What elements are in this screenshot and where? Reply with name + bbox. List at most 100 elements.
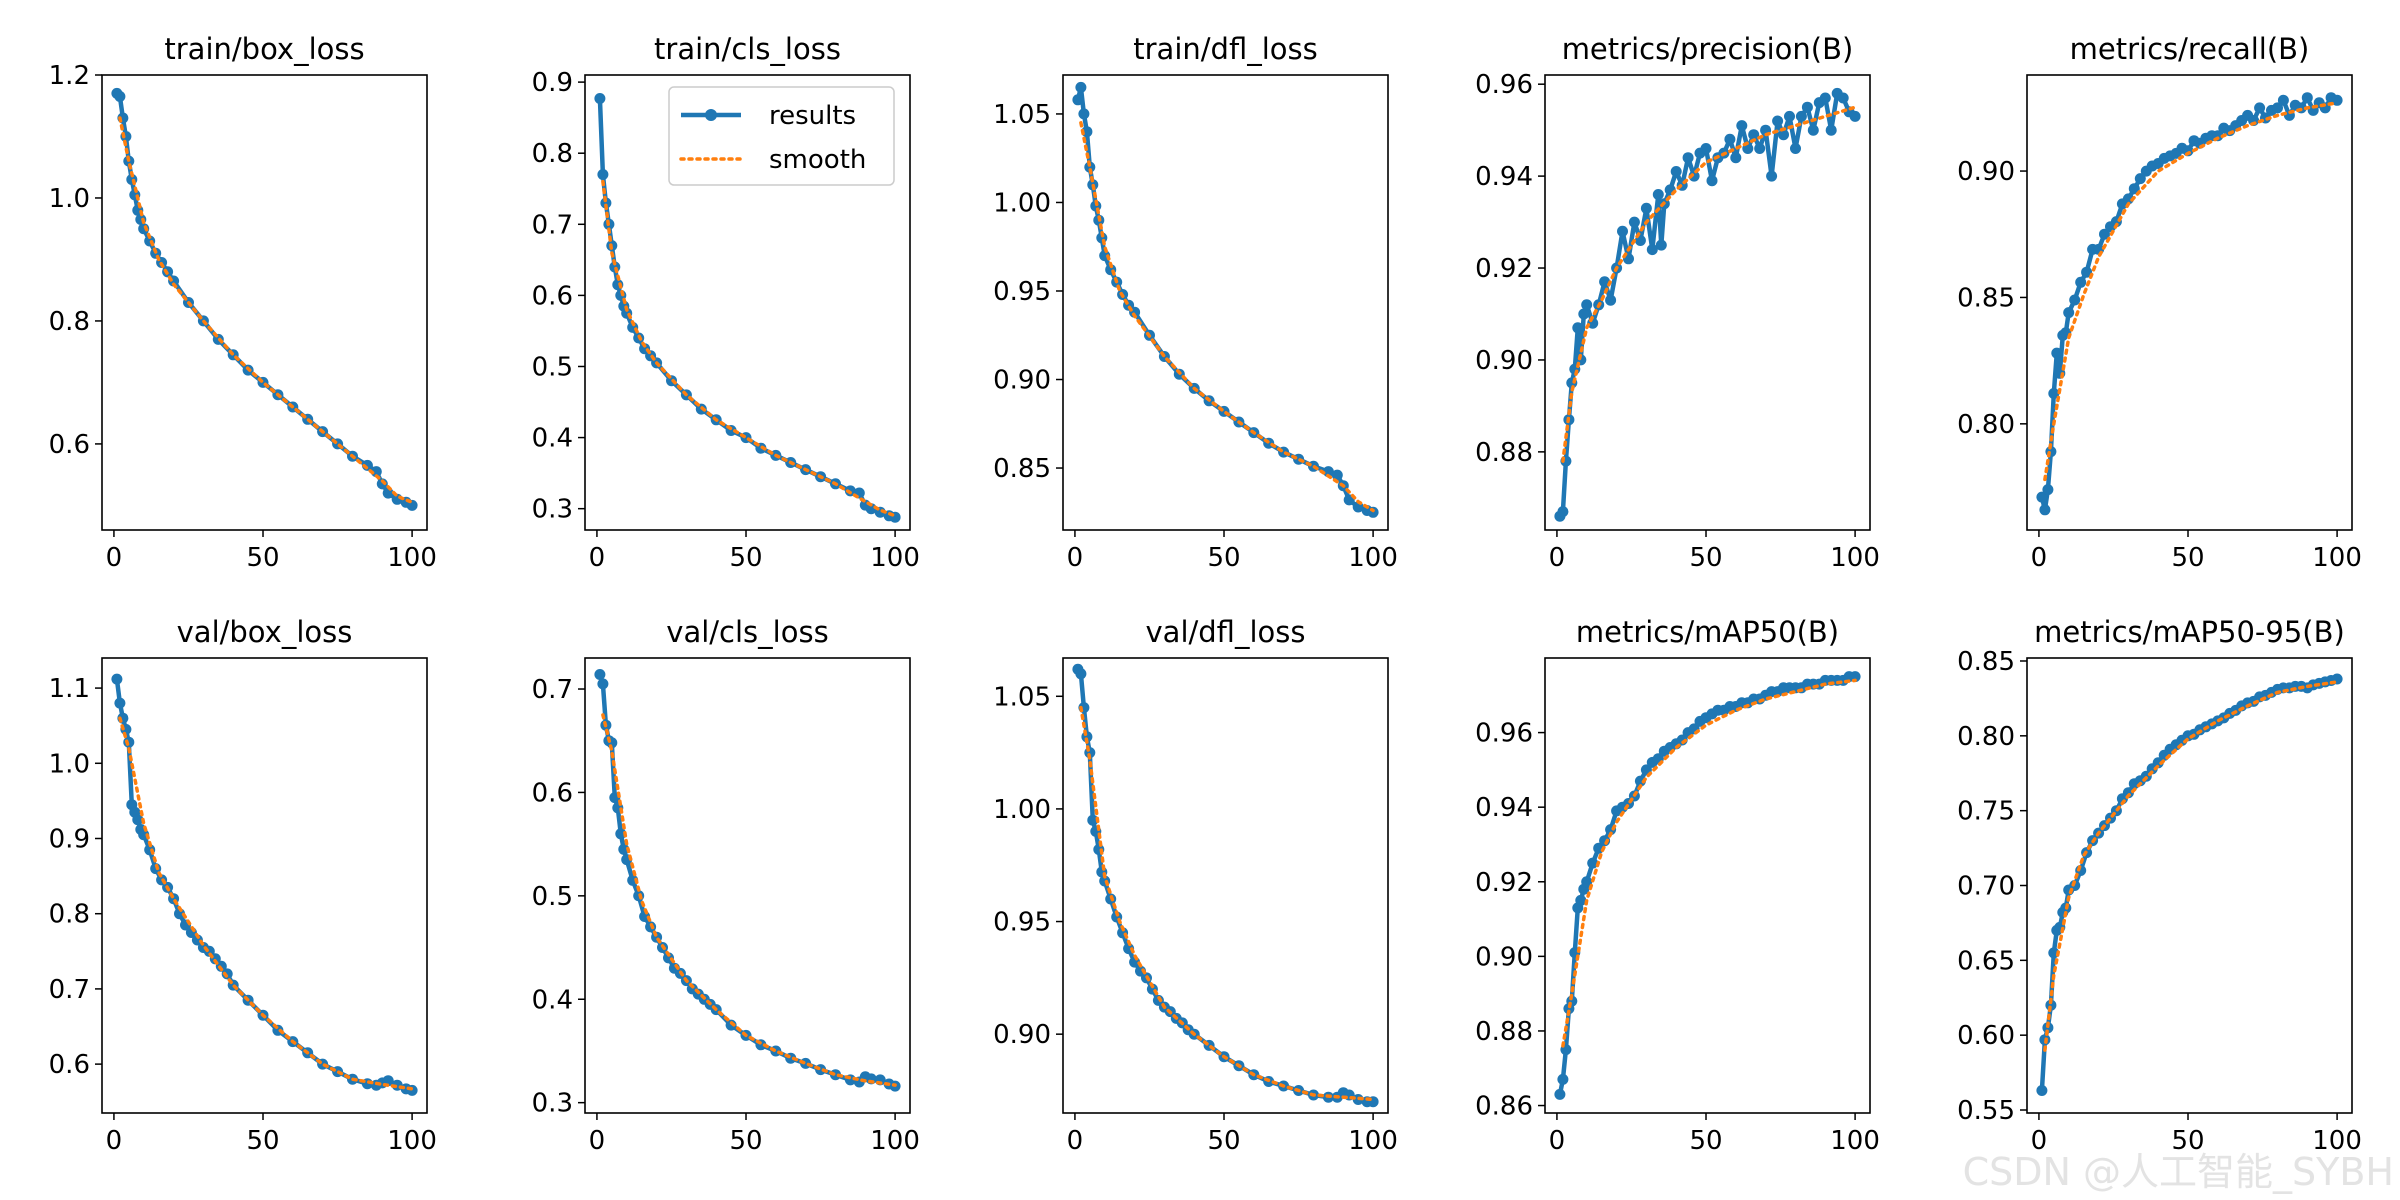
y-tick-label: 1.0 <box>49 749 90 779</box>
results-point <box>114 91 126 102</box>
y-tick-label: 0.5 <box>532 882 573 912</box>
x-tick-label: 0 <box>2031 1126 2048 1156</box>
results-point <box>1754 143 1766 154</box>
x-tick-label: 100 <box>387 543 437 573</box>
results-point <box>1655 239 1667 251</box>
y-tick-label: 0.96 <box>1475 70 1533 100</box>
plot-frame <box>101 74 428 531</box>
results-point <box>2122 787 2134 799</box>
y-tick-label: 0.8 <box>49 900 90 930</box>
plot-frame <box>2026 74 2353 531</box>
x-tick-label: 50 <box>246 543 279 573</box>
chart-title: val/box_loss <box>177 615 353 649</box>
y-tick-label: 0.75 <box>1957 797 2015 827</box>
results-point <box>1578 308 1590 320</box>
legend-results-marker <box>705 109 717 121</box>
x-tick-label: 0 <box>106 543 123 573</box>
results-point <box>1724 133 1736 145</box>
results-point <box>2331 94 2343 106</box>
series-smooth-line <box>118 116 414 505</box>
x-tick-label: 0 <box>589 543 606 573</box>
results-point <box>1554 1088 1566 1100</box>
x-tick-label: 100 <box>870 1126 920 1156</box>
results-point <box>1682 152 1694 164</box>
y-tick-label: 1.05 <box>993 682 1051 712</box>
y-tick-label: 0.4 <box>532 424 573 454</box>
results-point <box>2069 294 2081 306</box>
y-tick-label: 0.6 <box>49 430 90 460</box>
plot-frame <box>584 74 911 531</box>
x-tick-label: 0 <box>106 1126 123 1156</box>
y-tick-label: 0.95 <box>993 277 1051 307</box>
chart-title: metrics/precision(B) <box>1562 32 1854 66</box>
results-point <box>597 678 609 690</box>
chart-train-cls-loss: train/cls_loss 0 50 100 0.3 0.4 0.5 0.6 0.7 0.8 0.… <box>532 32 920 573</box>
y-tick-label: 0.8 <box>49 307 90 337</box>
y-tick-label: 0.65 <box>1957 946 2015 976</box>
y-tick-label: 1.1 <box>49 674 90 704</box>
plot-frame <box>2026 657 2353 1114</box>
y-tick-label: 0.7 <box>532 675 573 705</box>
chart-metrics-recall-b: metrics/recall(B) 0 50 100 0.80 0.85 0.90 <box>1957 32 2362 573</box>
results-point <box>615 828 627 840</box>
results-point <box>1825 124 1837 136</box>
y-tick-label: 0.7 <box>49 975 90 1005</box>
results-point <box>406 1084 418 1096</box>
results-point <box>111 673 123 685</box>
y-tick-label: 0.85 <box>1957 283 2015 313</box>
chart-title: train/box_loss <box>164 32 364 66</box>
results-point <box>2039 504 2051 516</box>
plot-frame <box>101 657 428 1114</box>
x-tick-label: 50 <box>1689 543 1722 573</box>
y-tick-label: 0.88 <box>1475 1017 1533 1047</box>
results-point <box>618 843 630 855</box>
x-tick-label: 0 <box>1067 543 1084 573</box>
legend-box <box>668 86 895 186</box>
y-tick-label: 0.6 <box>49 1050 90 1080</box>
results-point <box>1652 189 1664 200</box>
results-point <box>2048 388 2060 399</box>
results-point <box>2277 94 2289 106</box>
results-point <box>1581 299 1593 311</box>
results-point <box>600 197 612 209</box>
results-point <box>1766 170 1778 182</box>
results-point <box>1700 143 1712 154</box>
x-tick-label: 50 <box>1207 1126 1240 1156</box>
results-point <box>2075 276 2087 288</box>
legend-results-label: results <box>769 101 856 131</box>
y-tick-label: 0.85 <box>1957 647 2015 677</box>
results-point <box>594 669 606 680</box>
results-point <box>2128 183 2140 195</box>
x-tick-label: 50 <box>2171 1126 2204 1156</box>
x-tick-label: 100 <box>1348 1126 1398 1156</box>
chart-val-dfl-loss: val/dfl_loss 0 50 100 0.90 0.95 1.00 1.05 <box>993 615 1398 1156</box>
y-tick-label: 0.90 <box>993 366 1051 396</box>
results-point <box>865 503 877 515</box>
y-tick-label: 0.94 <box>1475 162 1533 192</box>
series-smooth-line <box>1079 705 1375 1102</box>
chart-title: val/dfl_loss <box>1146 615 1306 649</box>
chart-train-box-loss: train/box_loss 0 50 100 0.6 0.8 1.0 1.2 <box>49 32 437 573</box>
y-tick-label: 0.70 <box>1957 872 2015 902</box>
y-tick-label: 0.92 <box>1475 254 1533 284</box>
results-point <box>597 169 609 180</box>
x-tick-label: 0 <box>2031 543 2048 573</box>
results-point <box>1575 894 1587 906</box>
results-point <box>1772 115 1784 127</box>
y-tick-label: 0.5 <box>532 352 573 382</box>
y-tick-label: 0.96 <box>1475 719 1533 749</box>
results-point <box>1790 143 1801 154</box>
x-tick-label: 100 <box>2312 543 2362 573</box>
y-tick-label: 0.90 <box>1475 346 1533 376</box>
x-tick-label: 100 <box>1348 543 1398 573</box>
chart-title: train/cls_loss <box>654 32 841 66</box>
series-smooth-line <box>1561 105 1857 463</box>
x-tick-label: 50 <box>2171 543 2204 573</box>
y-tick-label: 0.90 <box>993 1020 1051 1050</box>
results-point <box>2036 491 2048 503</box>
x-tick-label: 0 <box>1067 1126 1084 1156</box>
chart-title: metrics/recall(B) <box>2070 32 2310 66</box>
x-tick-label: 50 <box>729 1126 762 1156</box>
series-smooth-line <box>2043 101 2339 482</box>
y-tick-label: 0.90 <box>1957 157 2015 187</box>
